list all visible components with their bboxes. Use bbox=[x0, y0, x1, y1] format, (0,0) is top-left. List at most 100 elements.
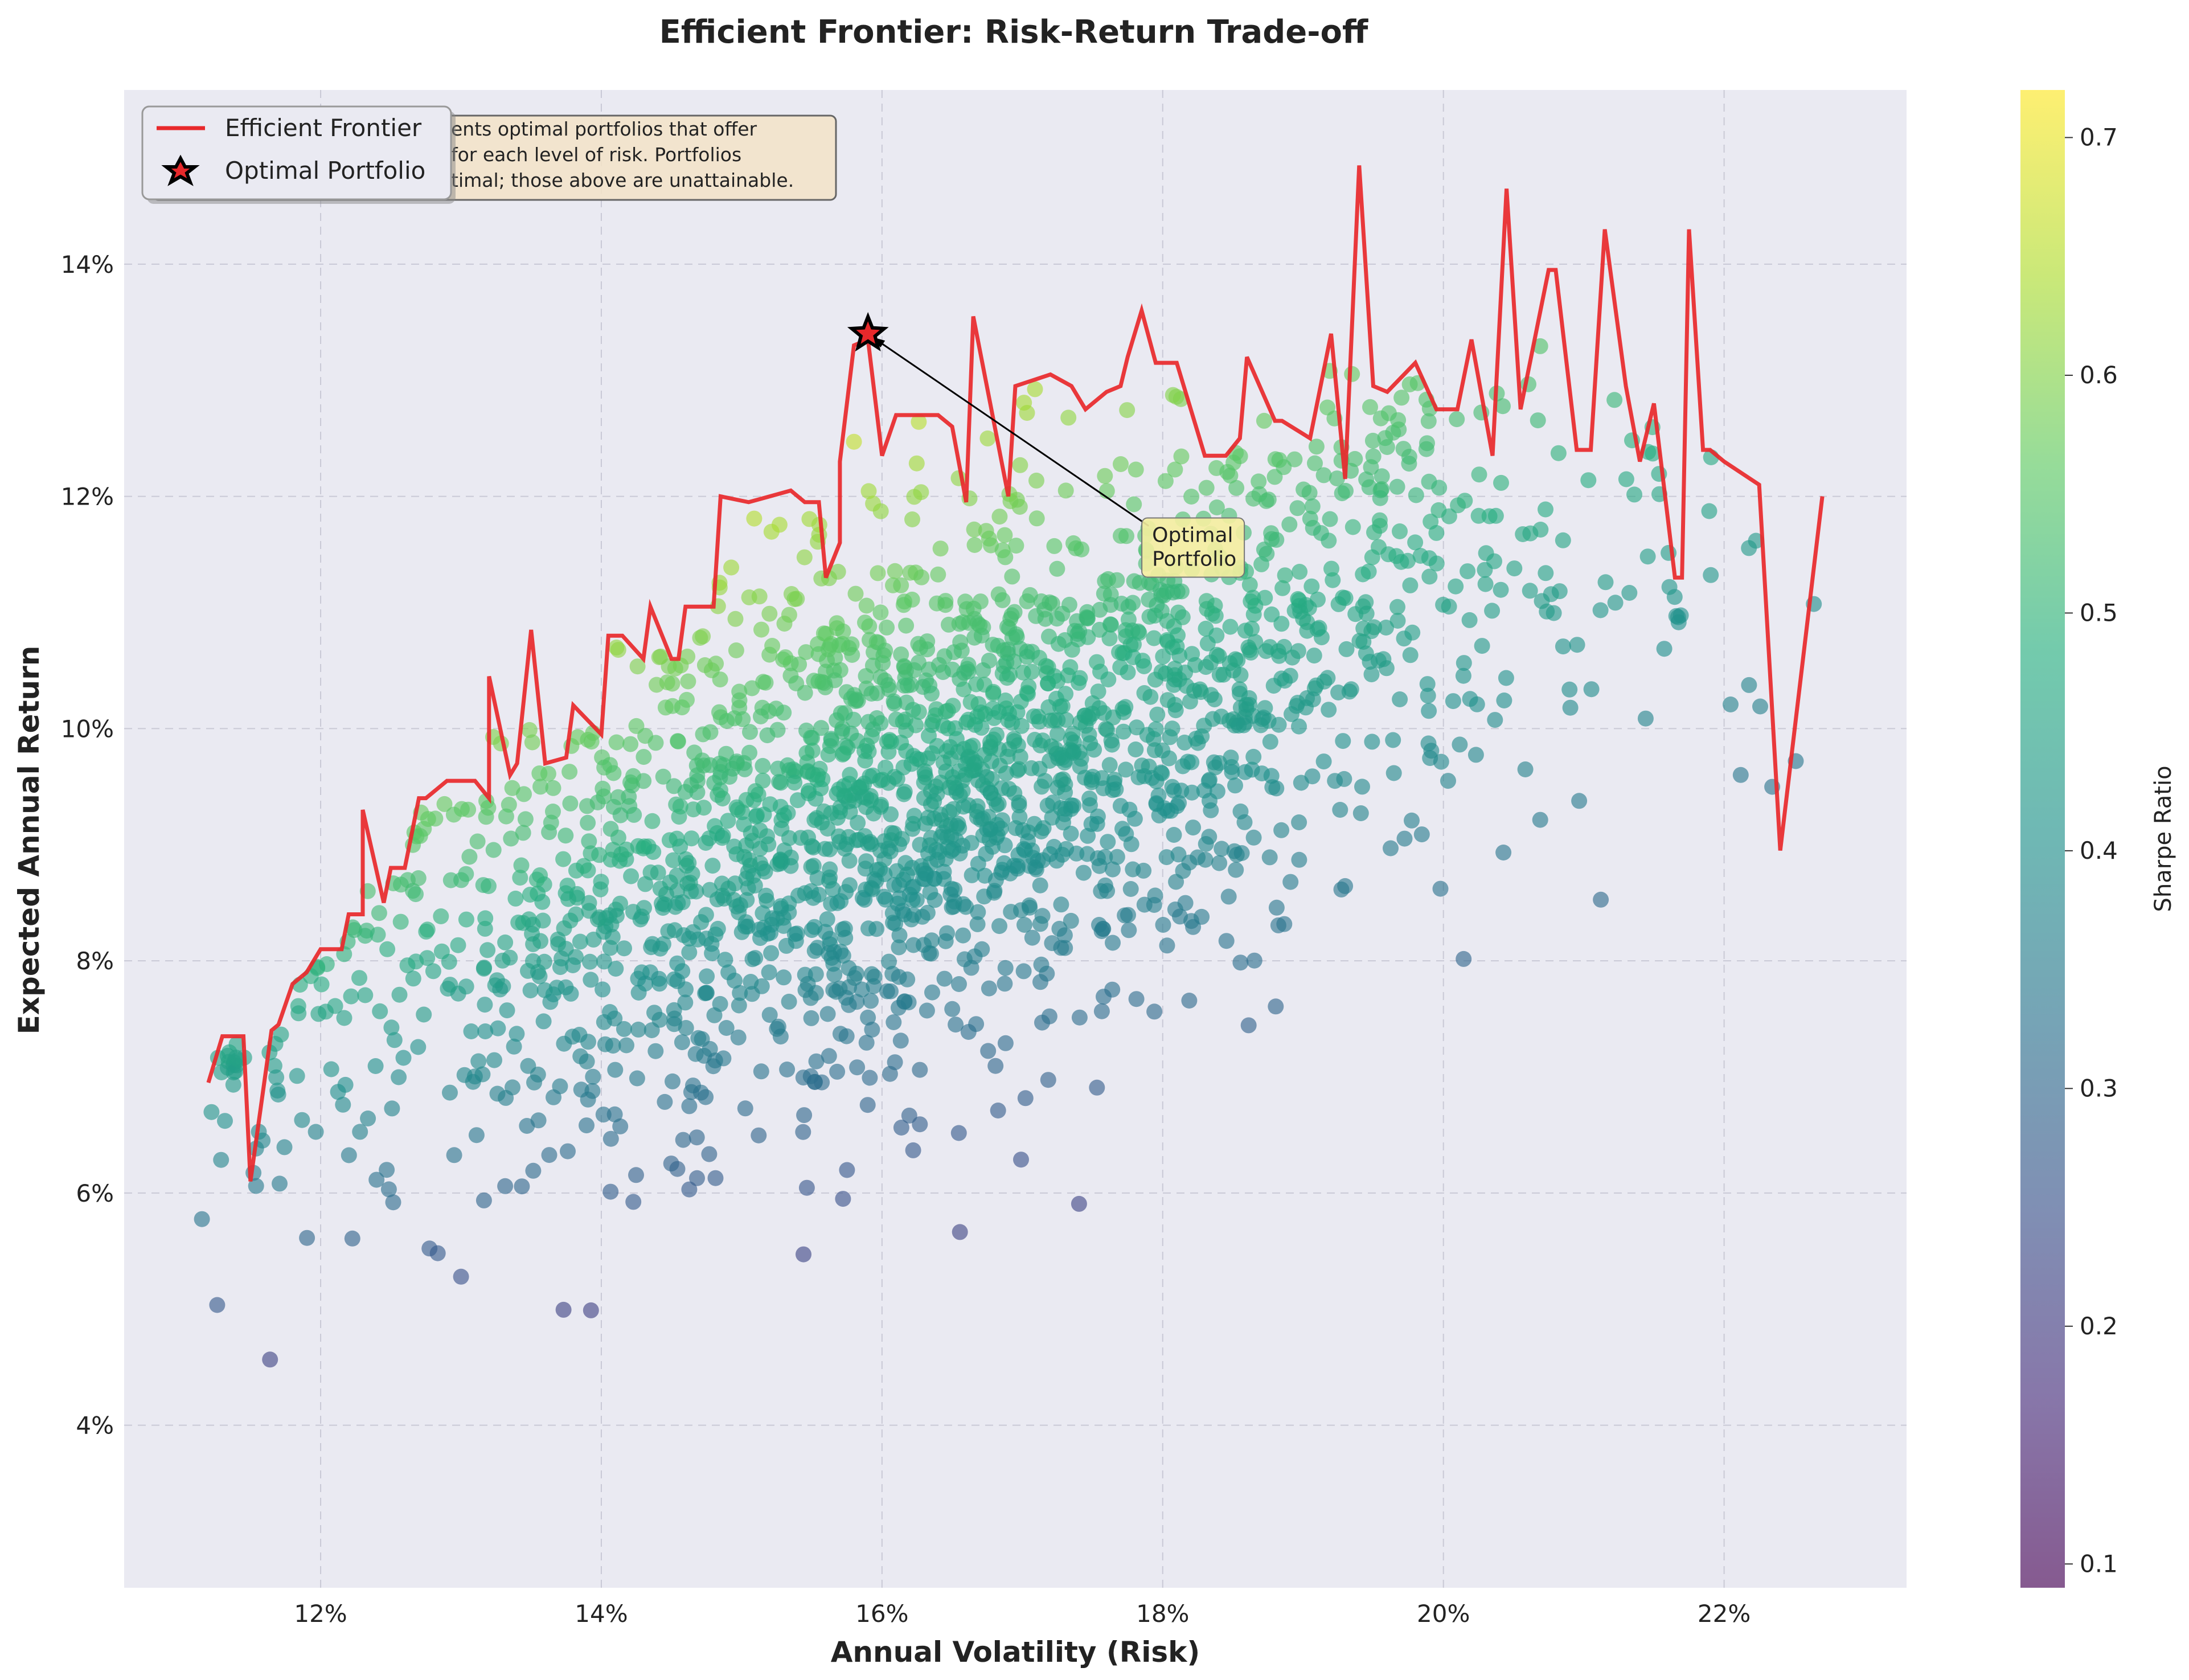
portfolio-point bbox=[742, 724, 758, 740]
portfolio-point bbox=[981, 653, 997, 669]
portfolio-point bbox=[1515, 526, 1531, 542]
colorbar-label: Sharpe Ratio bbox=[2150, 765, 2176, 912]
portfolio-point bbox=[936, 970, 953, 987]
y-tick-label: 6% bbox=[76, 1179, 114, 1207]
portfolio-point bbox=[932, 540, 949, 557]
optimal-portfolio-star bbox=[847, 312, 889, 352]
portfolio-point bbox=[835, 1191, 851, 1207]
portfolio-point bbox=[1571, 793, 1588, 809]
portfolio-point bbox=[702, 724, 719, 740]
portfolio-point bbox=[1175, 863, 1191, 879]
portfolio-point bbox=[704, 858, 721, 874]
portfolio-point bbox=[1159, 692, 1176, 708]
portfolio-point bbox=[860, 920, 876, 937]
portfolio-point bbox=[1120, 907, 1136, 923]
portfolio-point bbox=[837, 841, 853, 857]
portfolio-point bbox=[429, 1245, 446, 1261]
portfolio-point bbox=[248, 1178, 264, 1194]
portfolio-point bbox=[273, 1026, 289, 1043]
portfolio-point bbox=[692, 630, 708, 646]
portfolio-point bbox=[1112, 798, 1129, 814]
portfolio-point bbox=[1185, 919, 1202, 935]
portfolio-point bbox=[898, 617, 915, 634]
portfolio-point bbox=[1225, 662, 1241, 679]
portfolio-point bbox=[506, 1038, 522, 1055]
portfolio-point bbox=[1538, 565, 1554, 581]
portfolio-point bbox=[425, 963, 441, 980]
portfolio-point bbox=[1146, 630, 1162, 646]
annotation-text: Portfolio bbox=[1152, 548, 1236, 571]
portfolio-point bbox=[1385, 424, 1401, 441]
portfolio-point bbox=[1256, 412, 1272, 429]
portfolio-point bbox=[675, 1132, 691, 1148]
portfolio-point bbox=[997, 976, 1013, 992]
portfolio-point bbox=[525, 953, 541, 969]
portfolio-point bbox=[1079, 610, 1096, 627]
portfolio-point bbox=[1061, 596, 1077, 613]
portfolio-point bbox=[1057, 482, 1074, 499]
portfolio-point bbox=[659, 674, 675, 691]
portfolio-point bbox=[1092, 601, 1108, 618]
portfolio-point bbox=[618, 1037, 634, 1054]
portfolio-point bbox=[962, 694, 979, 710]
portfolio-point bbox=[786, 775, 803, 791]
portfolio-point bbox=[1390, 412, 1407, 428]
portfolio-point bbox=[1355, 620, 1372, 637]
portfolio-point bbox=[1075, 864, 1092, 881]
annotation-text: Optimal bbox=[1152, 524, 1233, 547]
portfolio-point bbox=[674, 1034, 690, 1051]
portfolio-point bbox=[597, 1036, 613, 1052]
portfolio-point bbox=[1155, 648, 1171, 665]
portfolio-point bbox=[1419, 435, 1435, 452]
portfolio-point bbox=[1027, 381, 1043, 398]
portfolio-point bbox=[1307, 455, 1323, 472]
portfolio-point bbox=[1477, 562, 1493, 578]
portfolio-point bbox=[997, 527, 1013, 543]
portfolio-point bbox=[1487, 507, 1504, 524]
portfolio-point bbox=[1096, 585, 1112, 602]
portfolio-point bbox=[1358, 471, 1375, 487]
portfolio-point bbox=[446, 1147, 462, 1163]
portfolio-point bbox=[1232, 803, 1249, 819]
portfolio-point bbox=[1441, 599, 1457, 615]
portfolio-point bbox=[864, 1022, 880, 1038]
portfolio-point bbox=[1530, 412, 1546, 429]
portfolio-point bbox=[1241, 576, 1258, 593]
portfolio-point bbox=[1126, 496, 1142, 513]
portfolio-point bbox=[952, 1224, 968, 1240]
portfolio-point bbox=[1322, 511, 1338, 527]
portfolio-point bbox=[486, 1052, 502, 1068]
portfolio-point bbox=[971, 617, 988, 633]
portfolio-point bbox=[1419, 676, 1436, 693]
portfolio-point bbox=[1224, 764, 1240, 780]
portfolio-point bbox=[1097, 573, 1113, 589]
portfolio-point bbox=[819, 1006, 836, 1022]
portfolio-point bbox=[877, 642, 893, 659]
portfolio-point bbox=[1104, 861, 1121, 878]
portfolio-point bbox=[847, 693, 864, 710]
portfolio-point bbox=[712, 671, 728, 688]
portfolio-point bbox=[1001, 781, 1017, 797]
portfolio-point bbox=[856, 891, 873, 908]
portfolio-point bbox=[1202, 772, 1218, 788]
portfolio-point bbox=[1333, 881, 1350, 898]
portfolio-point bbox=[1155, 917, 1171, 933]
portfolio-point bbox=[657, 699, 674, 716]
portfolio-point bbox=[1208, 646, 1225, 663]
portfolio-point bbox=[803, 1010, 819, 1026]
portfolio-point bbox=[1028, 472, 1044, 489]
portfolio-point bbox=[847, 585, 864, 602]
portfolio-point bbox=[1126, 573, 1142, 589]
portfolio-point bbox=[1032, 737, 1048, 753]
portfolio-point bbox=[883, 825, 900, 841]
portfolio-point bbox=[751, 588, 768, 605]
portfolio-point bbox=[463, 1023, 479, 1039]
portfolio-point bbox=[728, 799, 745, 816]
portfolio-point bbox=[1173, 448, 1190, 465]
portfolio-point bbox=[650, 864, 666, 881]
portfolio-point bbox=[1496, 693, 1512, 708]
portfolio-point bbox=[1260, 712, 1277, 729]
portfolio-point bbox=[779, 1062, 796, 1077]
portfolio-point bbox=[1470, 507, 1487, 524]
x-tick-label: 18% bbox=[1136, 1600, 1189, 1628]
